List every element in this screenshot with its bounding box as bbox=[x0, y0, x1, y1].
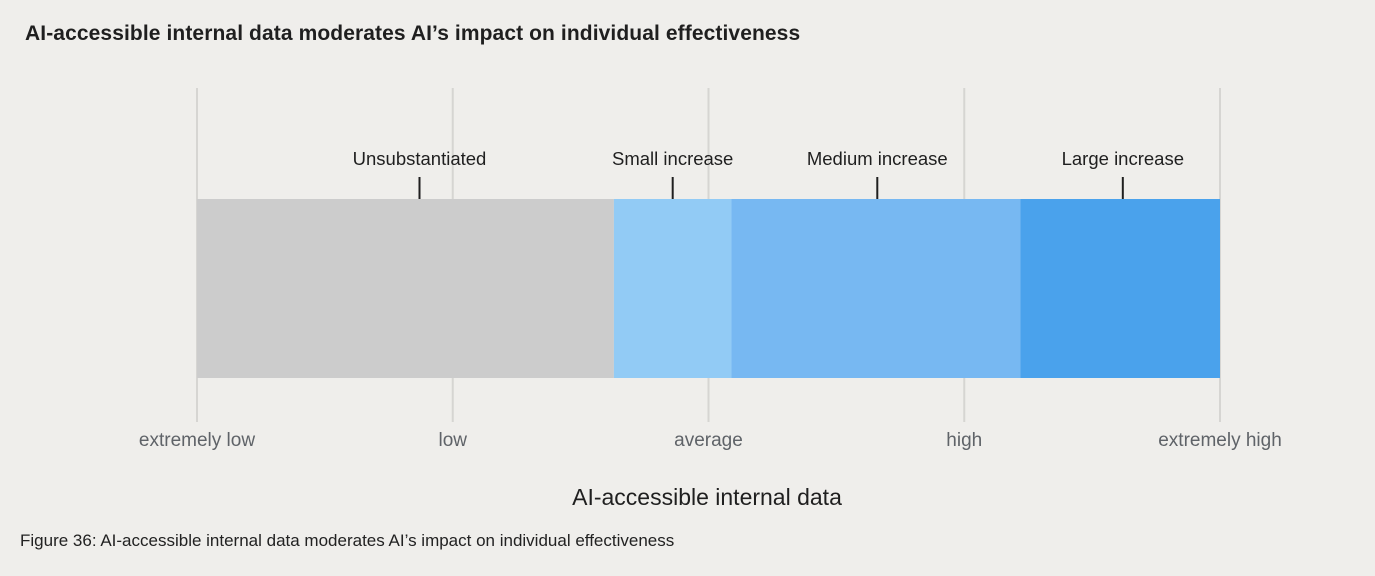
x-tick-label-2: average bbox=[674, 430, 743, 451]
band-label-0: Unsubstantiated bbox=[353, 148, 487, 169]
chart-title: AI-accessible internal data moderates AI… bbox=[25, 22, 801, 45]
band-labels: Unsubstantiated Small increase Medium incr… bbox=[353, 148, 1184, 169]
band-3 bbox=[1020, 199, 1220, 378]
x-tick-label-0: extremely low bbox=[139, 430, 255, 451]
bands bbox=[197, 199, 1220, 378]
figure-caption: Figure 36: AI-accessible internal data m… bbox=[20, 531, 675, 550]
band-label-1: Small increase bbox=[612, 148, 733, 169]
x-tick-labels: extremely low low average high extremely hig… bbox=[139, 430, 1282, 451]
x-tick-label-3: high bbox=[946, 430, 982, 451]
x-axis-label: AI-accessible internal data bbox=[572, 484, 842, 510]
band-2 bbox=[731, 199, 1021, 378]
band-label-2: Medium increase bbox=[807, 148, 948, 169]
band-0 bbox=[197, 199, 614, 378]
band-1 bbox=[613, 199, 732, 378]
x-tick-label-1: low bbox=[438, 430, 467, 451]
x-tick-label-4: extremely high bbox=[1158, 430, 1282, 451]
band-markers bbox=[418, 177, 1124, 199]
band-label-3: Large increase bbox=[1062, 148, 1184, 169]
